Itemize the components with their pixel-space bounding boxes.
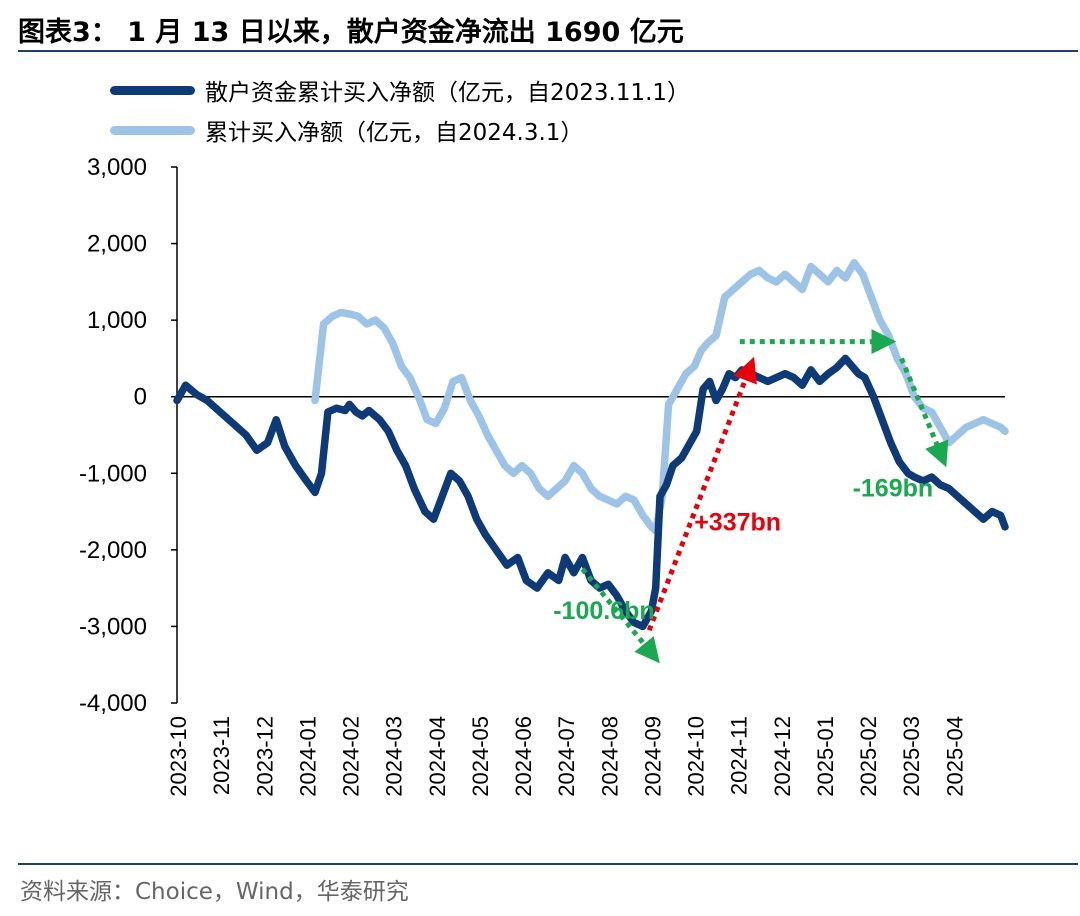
series-retail-flow-line	[173, 354, 1009, 631]
y-tick-label: 0	[134, 384, 147, 411]
y-tick-label: 1,000	[87, 307, 147, 334]
x-tick-label: 2023-12	[252, 716, 277, 797]
x-tick-label: 2024-02	[339, 716, 364, 797]
x-tick-label: 2024-12	[770, 716, 795, 797]
annotation-label: -100.6bn	[553, 597, 654, 625]
x-tick-label: 2023-11	[209, 716, 234, 795]
y-tick-label: -1,000	[79, 460, 147, 487]
legend-item-1: 散户资金累计买入净额（亿元，自2023.11.1）	[110, 70, 690, 110]
y-tick-label: -2,000	[79, 537, 147, 564]
legend-swatch-1	[110, 85, 195, 95]
y-tick-label: 2,000	[87, 231, 147, 258]
legend: 散户资金累计买入净额（亿元，自2023.11.1） 累计买入净额（亿元，自202…	[110, 70, 690, 150]
x-tick-label: 2024-06	[511, 716, 536, 797]
x-tick-label: 2024-04	[425, 716, 450, 797]
legend-label-2: 累计买入净额（亿元，自2024.3.1）	[205, 120, 584, 146]
x-tick-label: 2024-08	[597, 716, 622, 797]
x-tick-label: 2024-11	[727, 716, 752, 795]
x-tick-label: 2024-10	[684, 716, 709, 797]
annotation-label: -169bn	[853, 474, 934, 502]
annotation-arrow-green	[580, 567, 660, 664]
legend-swatch-2	[110, 125, 195, 135]
annotation-label: +337bn	[694, 509, 781, 537]
y-tick-label: -3,000	[79, 613, 147, 640]
x-tick-label: 2025-02	[856, 716, 881, 797]
x-tick-label: 2023-10	[166, 716, 191, 797]
page-title: 图表3： 1 月 13 日以来，散户资金净流出 1690 亿元	[18, 17, 684, 48]
source-note: 资料来源：Choice，Wind，华泰研究	[20, 879, 409, 905]
x-tick-label: 2024-07	[554, 716, 579, 797]
legend-item-2: 累计买入净额（亿元，自2024.3.1）	[110, 110, 690, 150]
annotation-arrow-green	[899, 357, 949, 468]
x-tick-label: 2024-05	[468, 716, 493, 797]
x-tick-label: 2025-03	[899, 716, 924, 797]
y-tick-label: 3,000	[87, 154, 147, 181]
x-tick-label: 2024-03	[382, 716, 407, 797]
x-tick-label: 2025-04	[942, 716, 967, 797]
y-tick-label: -4,000	[79, 690, 147, 717]
annotation-arrow-red	[646, 356, 757, 632]
x-tick-label: 2024-09	[640, 716, 665, 797]
legend-label-1: 散户资金累计买入净额（亿元，自2023.11.1）	[205, 80, 691, 106]
x-tick-label: 2024-01	[295, 716, 320, 797]
top-rule	[18, 50, 1078, 52]
bottom-rule	[18, 863, 1078, 865]
x-tick-label: 2025-01	[813, 716, 838, 797]
